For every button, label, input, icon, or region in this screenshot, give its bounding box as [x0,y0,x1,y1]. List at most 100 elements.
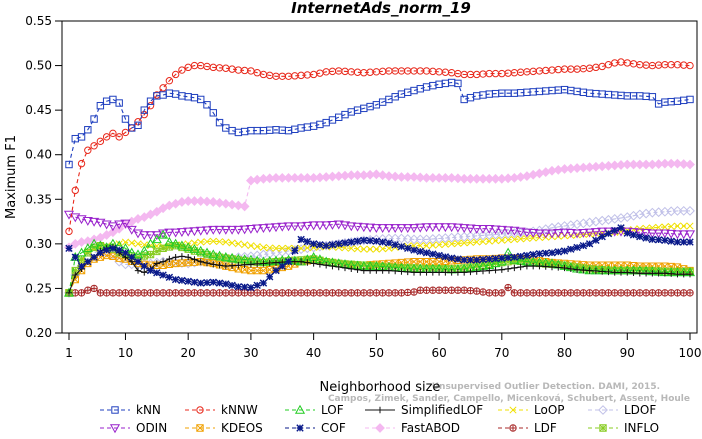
data-point [535,249,544,258]
data-point [71,266,79,275]
data-point [398,268,405,275]
data-point [416,247,424,256]
data-point [316,261,324,268]
y-axis: 0.20 0.25 0.30 0.35 0.40 0.45 0.50 0.55 [25,14,62,340]
legend-item: COF [285,421,346,435]
data-point [291,246,299,255]
data-point [90,284,98,293]
data-point [473,256,481,264]
data-point [159,289,167,297]
data-point [375,423,385,433]
data-point [434,223,445,233]
data-point [485,237,493,245]
data-point [605,268,612,276]
data-point [77,289,86,297]
data-point [623,289,631,297]
data-point [284,257,293,266]
data-point [140,289,148,297]
data-point [203,278,211,287]
data-point [360,289,368,297]
data-point [153,260,161,267]
plot-frame [61,20,698,334]
data-point [366,267,374,274]
data-point [165,289,174,297]
data-point [667,222,675,231]
data-point [521,228,532,238]
data-point [404,268,411,276]
data-point [159,244,167,253]
data-point [460,269,468,276]
data-point [109,289,117,297]
data-point [448,240,456,248]
data-point [266,273,274,281]
data-point [121,249,130,257]
data-point [416,286,424,294]
data-point [171,275,180,284]
data-point [572,229,583,239]
data-point [140,252,148,260]
data-point [390,224,401,234]
data-point [140,106,148,114]
data-point [153,247,161,256]
data-point [642,270,650,277]
data-point [653,229,664,239]
data-point [585,289,594,297]
data-point [584,228,595,238]
data-point [598,289,606,297]
data-point [666,229,677,239]
data-point [448,269,455,276]
series-line [68,227,690,289]
data-point [511,264,518,272]
data-point [353,237,362,245]
data-point [153,289,161,297]
data-point [629,231,638,239]
data-point [272,266,280,275]
data-point [266,244,274,252]
data-point [327,220,338,230]
data-point [291,258,299,265]
data-point [655,270,662,277]
data-point [84,126,92,134]
legend-label: LDF [534,421,557,434]
data-point [195,196,206,206]
data-point [554,248,562,256]
data-point [120,219,131,229]
data-point [391,241,399,249]
data-point [296,424,304,432]
plot-area [63,58,696,298]
data-point [234,240,242,248]
data-point [529,262,537,270]
data-point [201,226,213,236]
data-point [417,269,424,276]
data-point [680,238,688,246]
data-point [471,225,482,234]
data-point [422,286,431,294]
data-point [335,289,343,297]
data-point [159,271,167,279]
data-point [291,289,299,297]
data-point [145,231,156,241]
data-point [680,289,688,297]
data-point [410,269,418,276]
data-point [579,289,588,297]
data-point [654,236,663,244]
data-point [371,224,382,234]
data-point [190,278,199,286]
data-point [178,253,186,260]
data-point [89,238,100,248]
data-point [108,227,118,238]
data-point [404,288,412,297]
data-point [383,224,394,234]
data-point [96,101,105,110]
data-point [220,252,231,261]
data-point [509,226,520,236]
data-point [560,289,569,297]
data-point [447,254,456,262]
data-point [466,93,475,102]
data-point [203,259,211,267]
data-point [686,61,694,70]
data-point [573,289,581,297]
data-point [377,224,388,234]
series-line [68,61,691,232]
